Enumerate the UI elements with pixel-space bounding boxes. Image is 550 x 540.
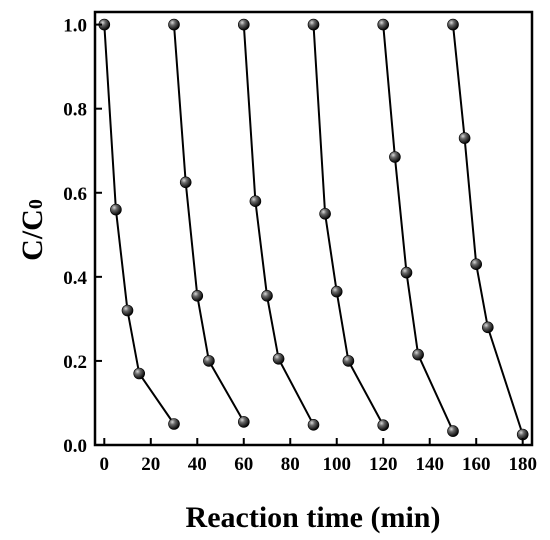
series-3: [238, 18, 320, 431]
data-point: [400, 266, 413, 279]
data-point: [342, 355, 355, 367]
data-point: [272, 352, 285, 365]
data-point: [168, 18, 180, 31]
x-tick-label: 0: [100, 454, 110, 475]
series-1-line: [103, 24, 175, 425]
data-point: [319, 208, 331, 220]
data-point: [121, 304, 134, 317]
data-point: [179, 176, 192, 189]
series-2: [168, 18, 250, 428]
y-axis-title: C/C0: [16, 199, 49, 261]
y-axis-title-main: C/C: [16, 209, 49, 261]
x-tick-label: 120: [369, 454, 398, 475]
y-axis-title-subscript: 0: [25, 199, 47, 209]
series-4: [307, 18, 390, 432]
data-point: [330, 285, 343, 298]
y-tick-label: 0.6: [63, 184, 87, 205]
x-axis-title: Reaction time (min): [186, 501, 441, 534]
x-tick-label: 140: [415, 454, 444, 475]
data-point: [168, 418, 180, 430]
data-point: [307, 418, 320, 431]
data-point: [470, 258, 483, 271]
y-tick-label: 0.8: [63, 100, 87, 121]
data-point: [307, 18, 320, 31]
data-point: [389, 151, 401, 163]
data-point: [110, 203, 122, 216]
series-layer: [98, 18, 529, 441]
x-tick-label: 20: [141, 454, 160, 475]
series-5: [377, 18, 459, 437]
data-point: [481, 321, 494, 334]
x-tick-label: 160: [462, 454, 491, 475]
series-6: [447, 18, 529, 441]
data-point: [133, 367, 145, 380]
data-point: [447, 18, 459, 31]
series-5-line: [382, 24, 454, 432]
x-tick-label: 100: [322, 454, 351, 475]
x-tick-label: 80: [281, 454, 300, 475]
y-tick-label: 1.0: [63, 16, 87, 37]
series-6-line: [452, 24, 524, 435]
data-point: [377, 419, 390, 432]
plot-frame: [93, 10, 534, 447]
data-point: [412, 348, 424, 361]
data-point: [249, 195, 262, 207]
data-point: [458, 132, 471, 144]
data-point: [238, 416, 250, 428]
series-3-line: [242, 24, 315, 426]
data-point: [261, 289, 273, 302]
axis-layer: 0 20 40 60 80 100 120 140 160 180 0.0 0.2 0.4 0.6 0.8 1…: [63, 16, 537, 475]
y-tick-label: 0.4: [63, 268, 87, 289]
x-tick-label: 40: [188, 454, 207, 475]
y-tick-label: 0.2: [63, 352, 87, 373]
data-point: [238, 18, 250, 31]
data-point: [191, 289, 204, 302]
data-point: [447, 425, 459, 437]
y-tick-label: 0.0: [63, 436, 87, 457]
series-1: [98, 18, 180, 430]
x-tick-label: 180: [508, 454, 537, 475]
data-point: [377, 18, 390, 31]
data-point: [203, 355, 215, 367]
x-tick-label: 60: [234, 454, 253, 475]
